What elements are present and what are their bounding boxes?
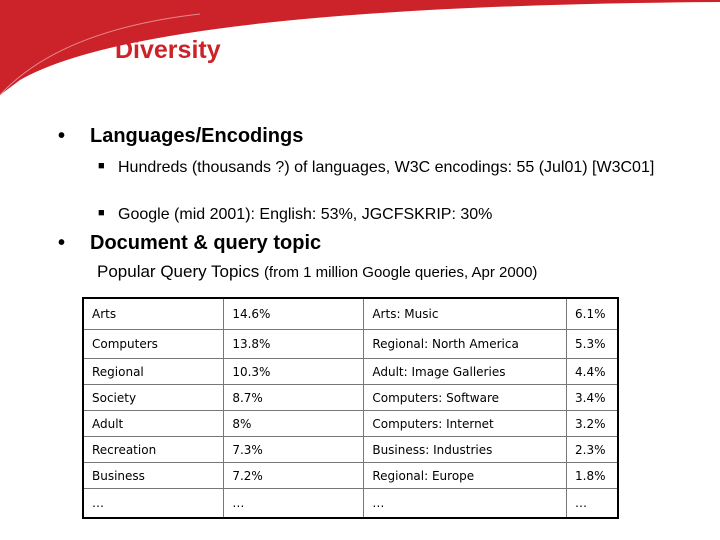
table-cell: Business: Industries (363, 436, 568, 463)
slide-title: Diversity (115, 36, 221, 64)
table-cell: Computers: Software (363, 384, 568, 411)
table-row: Business 7.2% Regional: Europe 1.8% (82, 462, 619, 489)
table-cell: 7.3% (223, 436, 365, 463)
table-row: Adult 8% Computers: Internet 3.2% (82, 410, 619, 437)
caption-detail: (from 1 million Google queries, Apr 2000… (263, 264, 538, 281)
caption-main: Popular Query Topics (97, 262, 264, 281)
table-cell: 13.8% (223, 329, 365, 359)
table-cell: Arts (82, 297, 225, 330)
subbullet-text: Google (mid 2001): English: 53%, JGCFSKR… (118, 206, 493, 223)
table-cell: Regional: Europe (363, 462, 568, 489)
table-cell: 6.1% (566, 297, 619, 330)
subbullet-google: ■ Google (mid 2001): English: 53%, JGCFS… (98, 205, 658, 224)
table-cell: 8% (223, 410, 365, 437)
table-row: … … … … (82, 488, 619, 519)
table-cell: … (566, 488, 619, 519)
table-cell: 3.2% (566, 410, 619, 437)
table-cell: Recreation (82, 436, 225, 463)
bullet-dot-icon: • (58, 232, 66, 254)
table-cell: Computers (82, 329, 225, 359)
table-cell: Regional (82, 358, 225, 385)
table-cell: 1.8% (566, 462, 619, 489)
table-cell: Adult (82, 410, 225, 437)
table-cell: … (223, 488, 365, 519)
bullet-languages: • Languages/Encodings (58, 125, 303, 148)
bullet-text: Languages/Encodings (90, 125, 304, 147)
query-topics-table: Arts 14.6% Arts: Music 6.1% Computers 13… (82, 297, 619, 519)
table-cell: 7.2% (223, 462, 365, 489)
square-bullet-icon: ■ (98, 160, 105, 172)
table-cell: 3.4% (566, 384, 619, 411)
table-cell: 4.4% (566, 358, 619, 385)
table-cell: Society (82, 384, 225, 411)
bullet-text: Document & query topic (90, 232, 322, 254)
table-cell: Regional: North America (363, 329, 568, 359)
table-cell: … (363, 488, 568, 519)
table-cell: Computers: Internet (363, 410, 568, 437)
table-row: Arts 14.6% Arts: Music 6.1% (82, 297, 619, 330)
table-cell: 10.3% (223, 358, 365, 385)
subbullet-text: Hundreds (thousands ?) of languages, W3C… (118, 159, 655, 176)
table-cell: 2.3% (566, 436, 619, 463)
table-cell: 14.6% (223, 297, 365, 330)
table-row: Regional 10.3% Adult: Image Galleries 4.… (82, 358, 619, 385)
table-cell: Business (82, 462, 225, 489)
corner-swoosh-decoration (0, 0, 720, 96)
table-cell: 5.3% (566, 329, 619, 359)
table-row: Computers 13.8% Regional: North America … (82, 329, 619, 359)
subbullet-languages: ■ Hundreds (thousands ?) of languages, W… (98, 158, 658, 177)
table-row: Recreation 7.3% Business: Industries 2.3… (82, 436, 619, 463)
table-cell: … (82, 488, 225, 519)
square-bullet-icon: ■ (98, 207, 105, 219)
bullet-topic: • Document & query topic (58, 232, 321, 255)
table-cell: Arts: Music (363, 297, 568, 330)
table-caption: Popular Query Topics (from 1 million Goo… (97, 262, 537, 282)
table-cell: 8.7% (223, 384, 365, 411)
table-cell: Adult: Image Galleries (363, 358, 568, 385)
table-row: Society 8.7% Computers: Software 3.4% (82, 384, 619, 411)
bullet-dot-icon: • (58, 125, 66, 147)
